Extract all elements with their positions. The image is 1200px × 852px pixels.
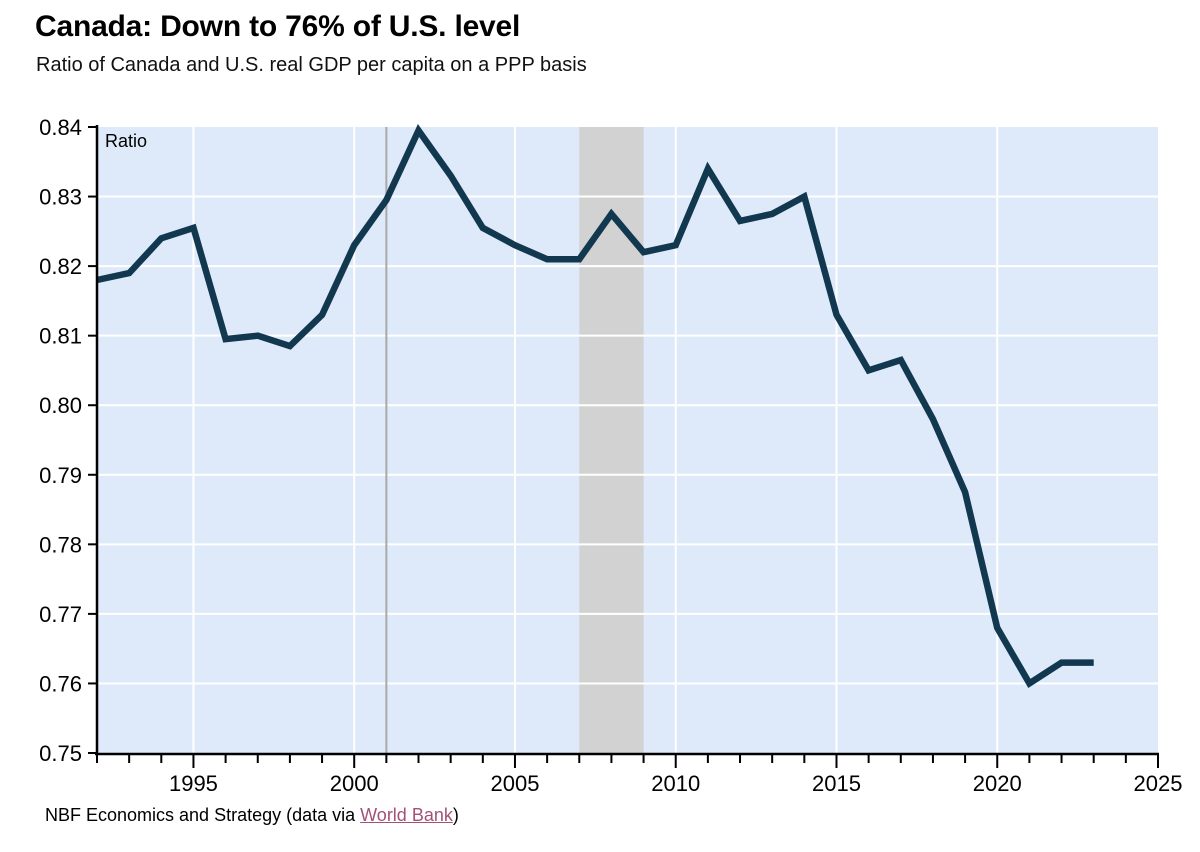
y-tick-label: 0.80 xyxy=(39,393,82,418)
chart-subtitle: Ratio of Canada and U.S. real GDP per ca… xyxy=(36,54,587,76)
source-text: NBF Economics and Strategy (data via xyxy=(45,805,361,825)
recession-band xyxy=(579,127,644,753)
y-tick-label: 0.84 xyxy=(39,115,82,140)
x-tick-label: 2000 xyxy=(330,771,379,796)
y-tick-label: 0.76 xyxy=(39,671,82,696)
y-tick-label: 0.82 xyxy=(39,254,82,279)
world-bank-link[interactable]: World Bank xyxy=(360,805,453,825)
y-tick-label: 0.81 xyxy=(39,324,82,349)
x-tick-label: 2015 xyxy=(812,771,861,796)
y-axis-unit-label: Ratio xyxy=(105,131,147,151)
x-tick-label: 2005 xyxy=(490,771,539,796)
y-tick-label: 0.75 xyxy=(39,741,82,766)
y-tick-label: 0.77 xyxy=(39,602,82,627)
x-tick-label: 1995 xyxy=(169,771,218,796)
x-tick-label: 2010 xyxy=(651,771,700,796)
y-tick-label: 0.79 xyxy=(39,463,82,488)
data-line xyxy=(96,124,1094,688)
x-tick-label: 2025 xyxy=(1134,771,1183,796)
chart-title: Canada: Down to 76% of U.S. level xyxy=(35,10,521,43)
source-suffix: ) xyxy=(452,805,459,825)
source-note: NBF Economics and Strategy (data via Wor… xyxy=(45,805,459,826)
x-tick-label: 2020 xyxy=(973,771,1022,796)
y-tick-label: 0.83 xyxy=(39,185,82,210)
y-tick-label: 0.78 xyxy=(39,532,82,557)
